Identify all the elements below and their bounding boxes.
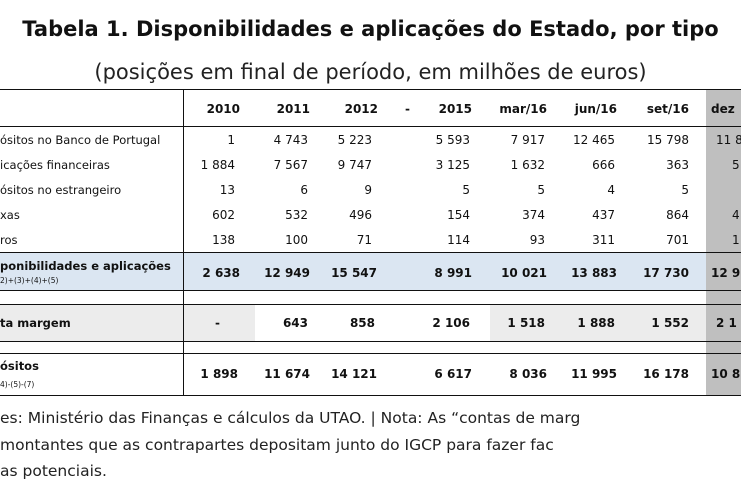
total-value: 17 730 <box>643 266 689 280</box>
header-2015: 2015 <box>438 102 472 116</box>
row-label: icações financeiras <box>0 158 110 172</box>
header-2012: 2012 <box>344 102 378 116</box>
rule-label-column <box>183 89 184 396</box>
row-value: 93 <box>529 233 545 247</box>
row-value: 437 <box>592 208 615 222</box>
row-value: 363 <box>666 158 689 172</box>
row-value: 1 632 <box>510 158 545 172</box>
row-value: 9 <box>364 183 372 197</box>
row-value: 7 567 <box>273 158 308 172</box>
rule-top <box>0 89 741 90</box>
rule-depositos-top <box>0 353 741 354</box>
row-value: 3 125 <box>435 158 470 172</box>
total-value: 2 638 <box>202 266 240 280</box>
row-value: 9 747 <box>337 158 372 172</box>
total-value: 12 949 <box>264 266 310 280</box>
margem-value: 1 518 <box>507 316 545 330</box>
row-value: 15 798 <box>647 133 689 147</box>
table-title: Tabela 1. Disponibilidades e aplicações … <box>22 17 719 41</box>
table-subtitle: (posições em final de período, em milhõe… <box>94 60 647 84</box>
source-note-line-2: montantes que as contrapartes depositam … <box>0 436 554 454</box>
row-value: 4 <box>607 183 615 197</box>
total-value: 12 9 <box>711 266 741 280</box>
row-value: 5 593 <box>435 133 470 147</box>
rule-bottom <box>0 395 741 396</box>
row-label: ósitos no Banco de Portugal <box>0 133 161 147</box>
depositos-value: 10 8 <box>711 367 741 381</box>
depositos-value: 1 898 <box>200 367 238 381</box>
rule-total-top <box>0 252 741 253</box>
depositos-value: 14 121 <box>331 367 377 381</box>
row-value: 496 <box>349 208 372 222</box>
row-value: 71 <box>356 233 372 247</box>
row-label: ros <box>0 233 18 247</box>
row-value: 13 <box>219 183 235 197</box>
header-separator: - <box>405 102 410 116</box>
row-value: 5 <box>681 183 689 197</box>
row-value: 154 <box>447 208 470 222</box>
depositos-value: 11 674 <box>264 367 310 381</box>
row-value: 374 <box>522 208 545 222</box>
margem-label: ta margem <box>0 316 71 330</box>
rule-total-bottom <box>0 290 741 291</box>
row-value: 5 223 <box>337 133 372 147</box>
total-label: ponibilidades e aplicações <box>0 259 171 273</box>
margem-value: 858 <box>349 316 375 330</box>
rule-margem-bottom <box>0 341 741 342</box>
row-value: 5 <box>462 183 470 197</box>
row-label: ósitos no estrangeiro <box>0 183 122 197</box>
header-2011: 2011 <box>276 102 310 116</box>
total-value: 10 021 <box>501 266 547 280</box>
row-label: xas <box>0 208 20 222</box>
margem-value: - <box>215 316 220 330</box>
header-mar16: mar/16 <box>499 102 547 116</box>
total-value: 8 991 <box>434 266 472 280</box>
header-dez: dez <box>711 102 735 116</box>
row-value: 701 <box>666 233 689 247</box>
row-value: 4 743 <box>273 133 308 147</box>
row-value: 100 <box>285 233 308 247</box>
total-formula: 2)+(3)+(4)+(5) <box>0 276 59 285</box>
header-2010: 2010 <box>206 102 240 116</box>
depositos-value: 11 995 <box>571 367 617 381</box>
total-value: 13 883 <box>571 266 617 280</box>
row-value: 114 <box>447 233 470 247</box>
row-value: 1 884 <box>200 158 235 172</box>
depositos-value: 6 617 <box>434 367 472 381</box>
margem-white-cells <box>255 305 490 341</box>
row-value: 1 <box>732 233 740 247</box>
row-value: 311 <box>592 233 615 247</box>
row-value: 532 <box>285 208 308 222</box>
total-row-shading <box>0 252 741 290</box>
rule-margem-top <box>0 304 741 305</box>
row-value: 5 <box>732 158 740 172</box>
row-value: 4 <box>732 208 740 222</box>
row-value: 5 <box>537 183 545 197</box>
margem-value: 2 1 <box>716 316 737 330</box>
row-value: 6 <box>300 183 308 197</box>
margem-value: 2 106 <box>432 316 470 330</box>
row-value: 864 <box>666 208 689 222</box>
source-note-line-3: as potenciais. <box>0 462 107 480</box>
row-value: 12 465 <box>573 133 615 147</box>
source-note-line-1: es: Ministério das Finanças e cálculos d… <box>0 409 581 427</box>
header-jun16: jun/16 <box>574 102 617 116</box>
depositos-value: 16 178 <box>643 367 689 381</box>
margem-value: 1 552 <box>651 316 689 330</box>
row-value: 11 8 <box>716 133 741 147</box>
row-value: 7 917 <box>510 133 545 147</box>
row-value: 666 <box>592 158 615 172</box>
row-value: 138 <box>212 233 235 247</box>
last-column-shading <box>706 90 741 395</box>
depositos-formula: 4)-(5)-(7) <box>0 380 35 389</box>
depositos-value: 8 036 <box>509 367 547 381</box>
margem-value: 643 <box>282 316 308 330</box>
rule-header-bottom <box>0 126 741 127</box>
depositos-label: ósitos <box>0 359 39 373</box>
margem-value: 1 888 <box>577 316 615 330</box>
row-value: 1 <box>227 133 235 147</box>
header-set16: set/16 <box>646 102 689 116</box>
row-value: 602 <box>212 208 235 222</box>
total-value: 15 547 <box>331 266 377 280</box>
